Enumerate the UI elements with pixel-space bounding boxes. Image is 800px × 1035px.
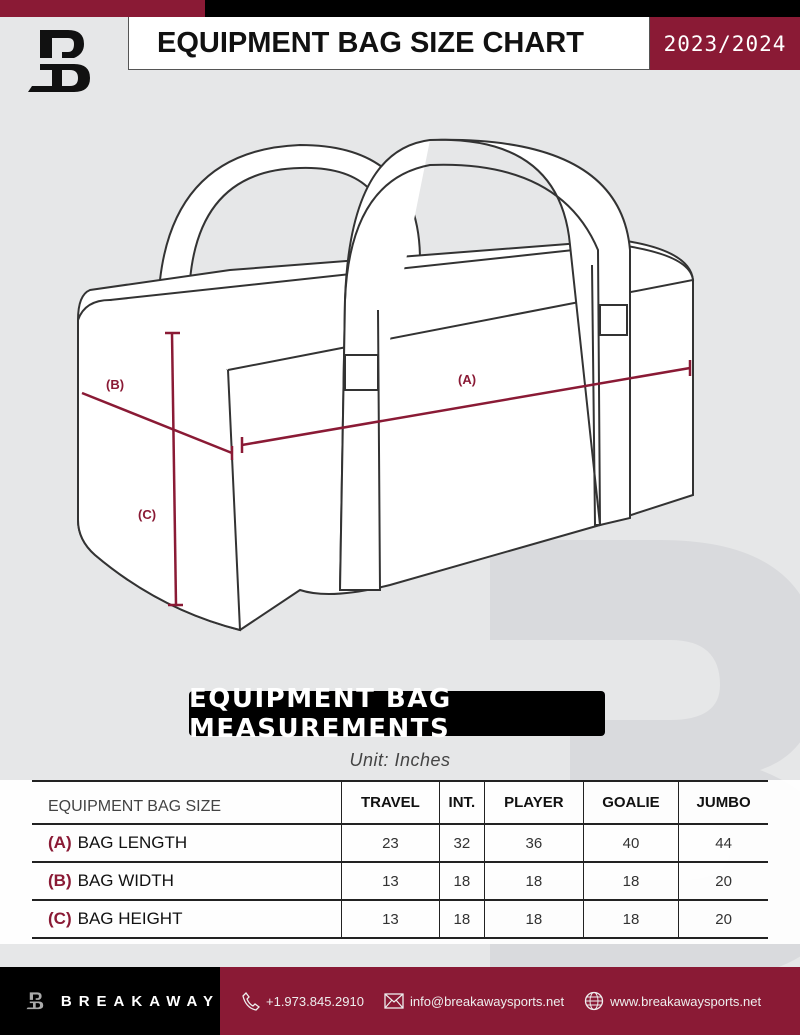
unit-label: Unit: Inches [349,750,451,770]
label-c: (C) [138,507,156,522]
breakaway-logo-small [26,992,44,1010]
table-row: (B) BAG WIDTH 13 18 18 18 20 [32,862,768,900]
column-header: TRAVEL [341,781,440,824]
row-label-text: BAG LENGTH [77,833,188,852]
corner-header: EQUIPMENT BAG SIZE [48,797,222,815]
cell: 40 [582,824,679,862]
phone-contact[interactable]: +1.973.845.2910 [242,991,364,1011]
row-label: (B) BAG WIDTH [32,862,342,900]
cell: 13 [341,900,440,938]
label-a: (A) [458,372,476,387]
cell: 36 [483,824,584,862]
row-label: (A) BAG LENGTH [32,824,342,862]
cell: 20 [678,900,768,938]
section-title: EQUIPMENT BAG MEASUREMENTS [189,684,605,744]
table-row: (A) BAG LENGTH 23 32 36 40 44 [32,824,768,862]
row-letter: (A) [48,833,72,852]
cell: 18 [438,900,485,938]
column-header: JUMBO [678,781,768,824]
cell: 18 [438,862,485,900]
cell: 18 [582,862,679,900]
website-url: www.breakawaysports.net [610,993,762,1009]
column-header: PLAYER [483,781,584,824]
email-address: info@breakawaysports.net [409,993,565,1009]
row-label: (C) BAG HEIGHT [32,900,342,938]
cell: 20 [678,862,768,900]
row-letter: (C) [48,909,72,928]
globe-icon [584,991,604,1011]
cell: 18 [483,862,584,900]
email-contact[interactable]: info@breakawaysports.net [384,993,564,1009]
brand-name: BREAKAWAY [60,992,220,1010]
footer-contact: +1.973.845.2910 info@breakawaysports.net… [220,967,800,1035]
phone-icon [242,992,260,1011]
column-header: GOALIE [582,781,679,824]
cell: 23 [341,824,440,862]
row-label-text: BAG WIDTH [77,871,174,890]
row-letter: (B) [48,871,72,890]
phone-number: +1.973.845.2910 [266,993,364,1009]
table-header-row: EQUIPMENT BAG SIZE TRAVEL INT. PLAYER GO… [32,781,768,824]
column-header: INT. [438,781,485,824]
row-label-text: BAG HEIGHT [77,909,183,928]
page-title: EQUIPMENT BAG SIZE CHART [128,17,650,70]
season-badge: 2023/2024 [650,17,800,70]
cell: 44 [678,824,768,862]
footer-brand: BREAKAWAY [0,967,220,1035]
cell: 13 [341,862,440,900]
cell: 18 [582,900,679,938]
label-b: (B) [106,377,124,392]
table-row: (C) BAG HEIGHT 13 18 18 18 20 [32,900,768,938]
cell: 18 [483,900,584,938]
mail-icon [384,993,404,1009]
website-contact[interactable]: www.breakawaysports.net [584,991,761,1011]
top-black-bar [205,0,800,17]
bag-diagram: (A) (B) (C) [77,138,695,632]
top-accent-bar [0,0,205,17]
cell: 32 [438,824,485,862]
size-table: EQUIPMENT BAG SIZE TRAVEL INT. PLAYER GO… [32,780,768,939]
breakaway-logo [28,30,90,92]
